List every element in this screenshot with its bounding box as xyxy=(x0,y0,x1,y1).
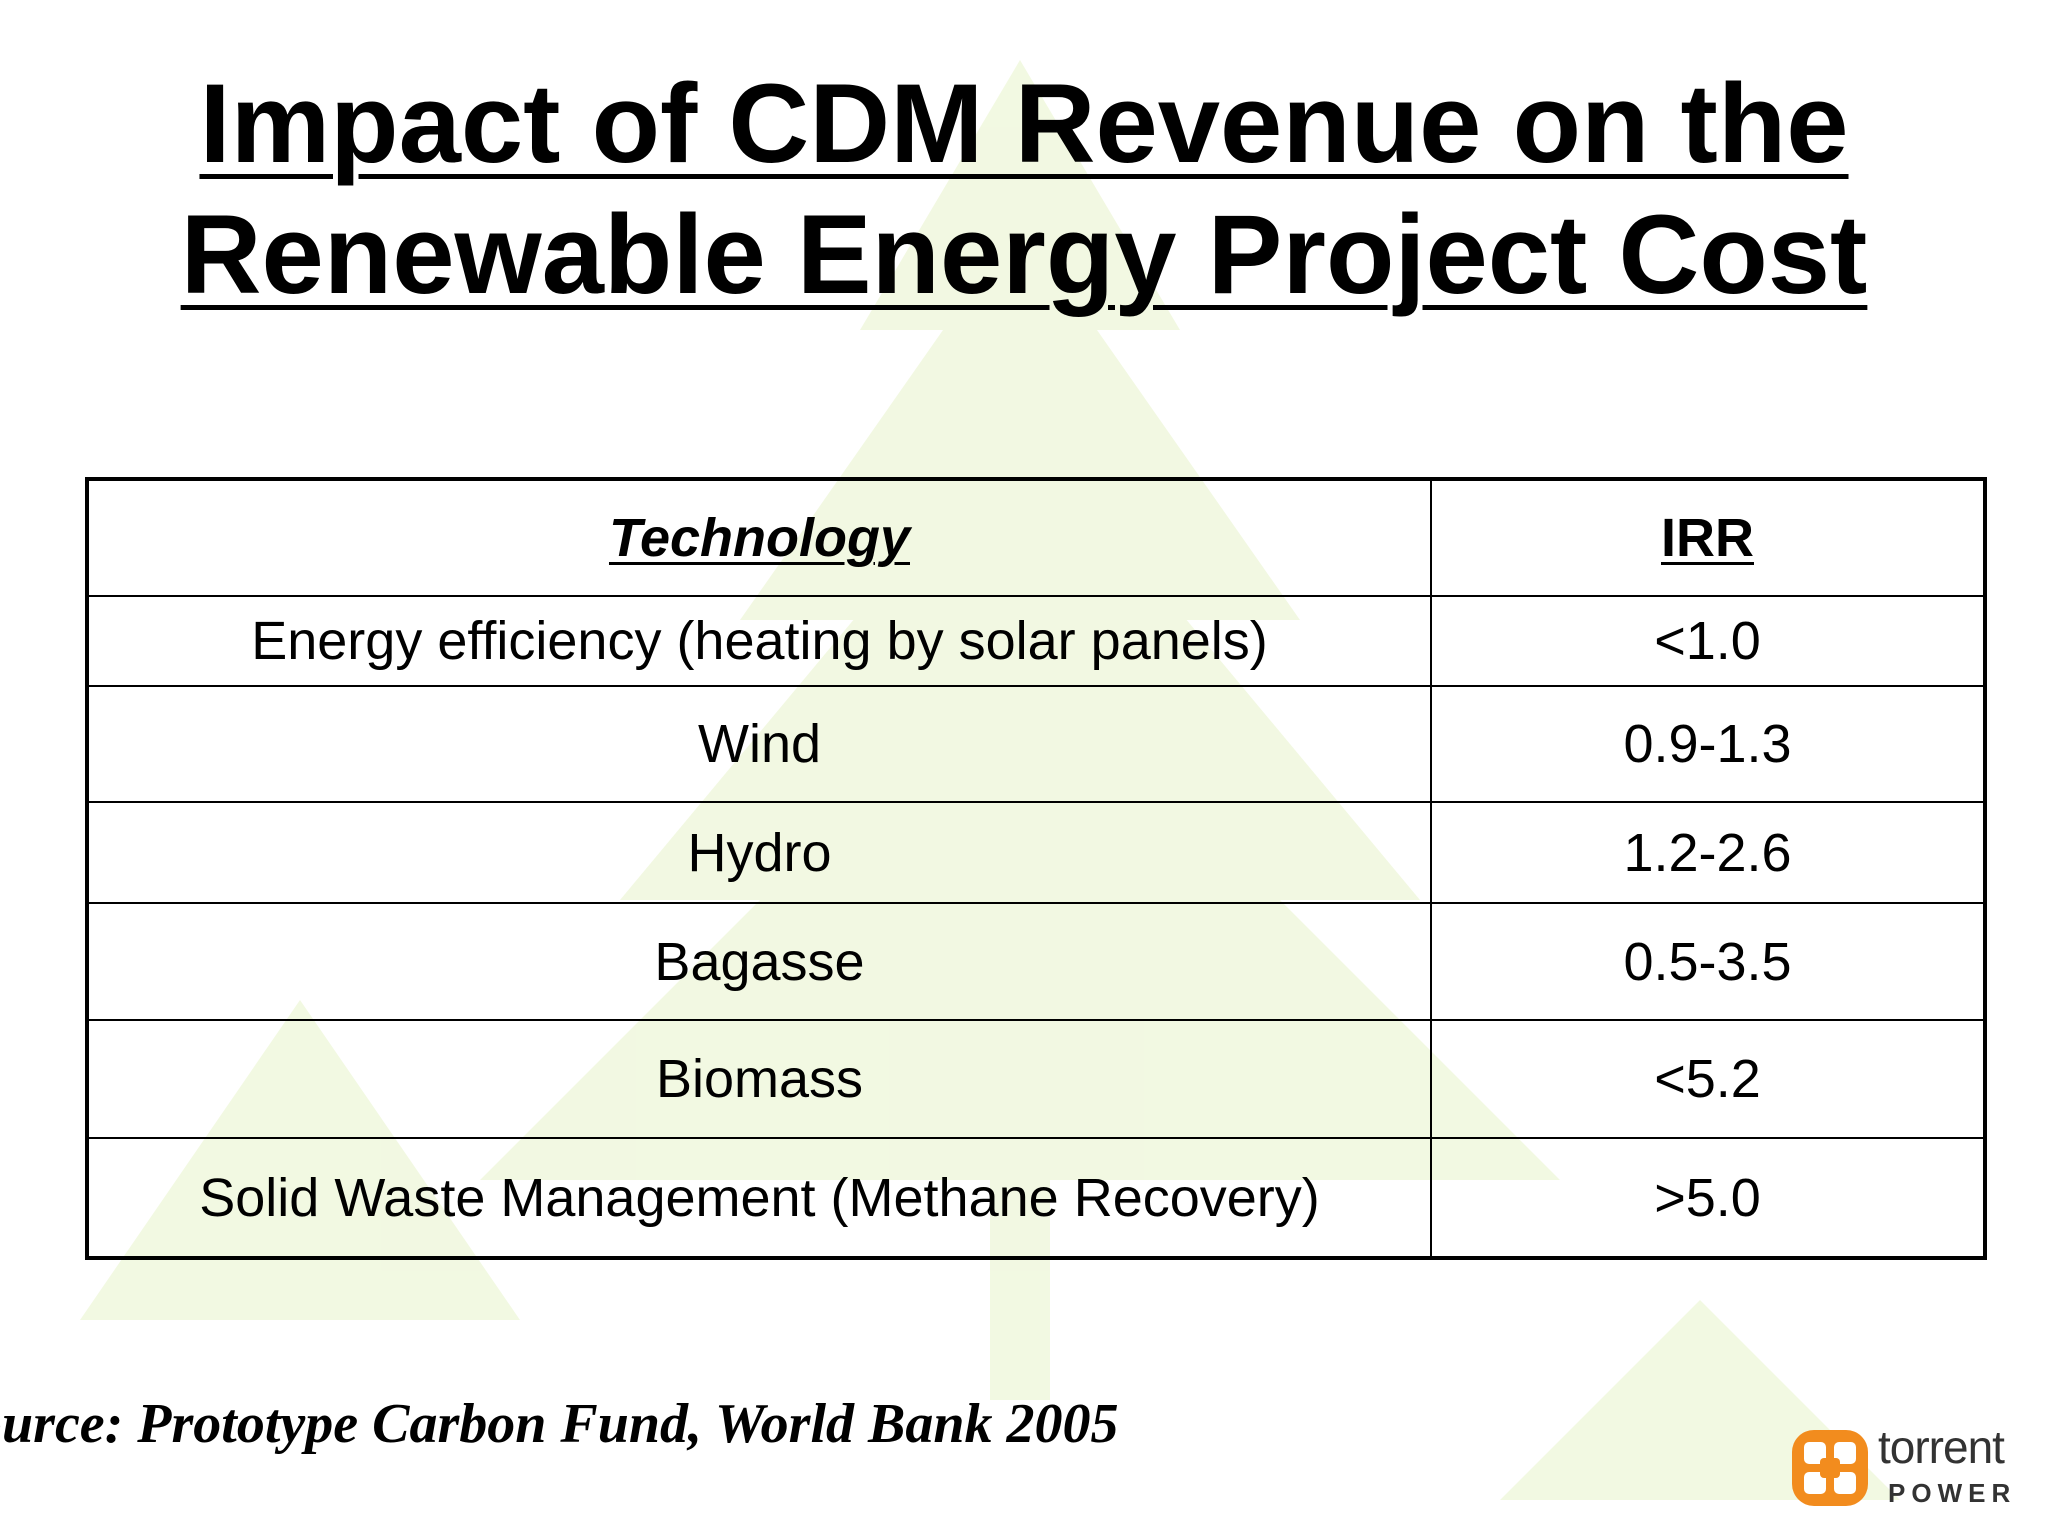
table-row: Wind 0.9-1.3 xyxy=(86,685,1986,803)
torrent-power-logo-icon xyxy=(1792,1430,1868,1506)
column-header-irr: IRR xyxy=(1430,478,1986,597)
table-row: Bagasse 0.5-3.5 xyxy=(86,902,1986,1021)
table-row: Hydro 1.2-2.6 xyxy=(86,801,1986,904)
irr-cell: >5.0 xyxy=(1430,1137,1986,1259)
irr-cell: <1.0 xyxy=(1430,595,1986,687)
logo-subtext: POWER xyxy=(1888,1478,2017,1508)
technology-cell: Solid Waste Management (Methane Recovery… xyxy=(86,1137,1432,1259)
torrent-power-logo: torrent POWER xyxy=(1790,1420,2030,1520)
technology-cell: Energy efficiency (heating by solar pane… xyxy=(86,595,1432,687)
technology-cell: Wind xyxy=(86,685,1432,803)
irr-table: Technology IRR Energy efficiency (heatin… xyxy=(85,477,1987,1260)
table-row: Solid Waste Management (Methane Recovery… xyxy=(86,1137,1986,1259)
irr-cell: 0.9-1.3 xyxy=(1430,685,1986,803)
slide-title-line-2: Renewable Energy Project Cost xyxy=(180,192,1868,317)
technology-cell: Biomass xyxy=(86,1019,1432,1139)
slide-title: Impact of CDM Revenue on the Renewable E… xyxy=(0,58,2048,320)
column-header-technology: Technology xyxy=(86,478,1432,597)
table-row: Biomass <5.2 xyxy=(86,1019,1986,1139)
irr-cell: 1.2-2.6 xyxy=(1430,801,1986,904)
logo-wordmark: torrent xyxy=(1878,1421,2005,1473)
technology-cell: Hydro xyxy=(86,801,1432,904)
irr-cell: <5.2 xyxy=(1430,1019,1986,1139)
table-row: Energy efficiency (heating by solar pane… xyxy=(86,595,1986,687)
source-citation: ource: Prototype Carbon Fund, World Bank… xyxy=(0,1393,1119,1455)
technology-cell: Bagasse xyxy=(86,902,1432,1021)
table-header-row: Technology IRR xyxy=(86,478,1986,597)
slide-title-line-1: Impact of CDM Revenue on the xyxy=(199,61,1849,186)
irr-cell: 0.5-3.5 xyxy=(1430,902,1986,1021)
